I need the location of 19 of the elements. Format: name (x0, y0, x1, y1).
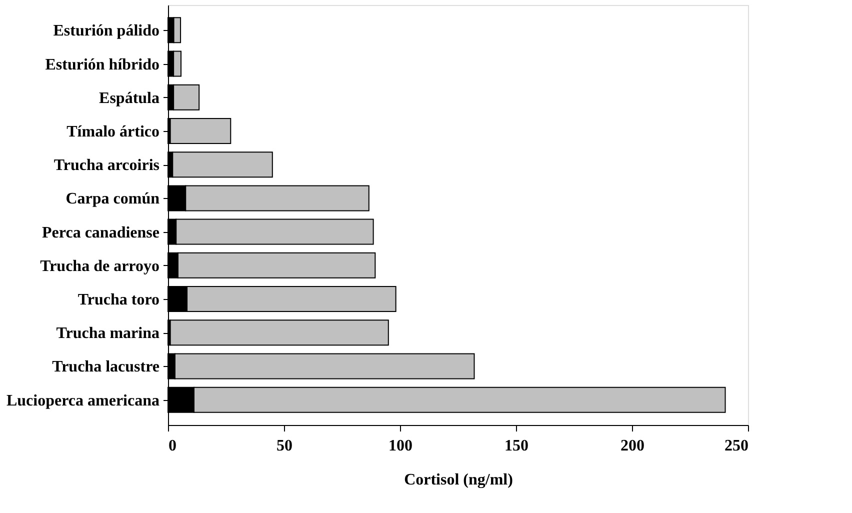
x-tick-label: 0 (168, 438, 176, 454)
x-tick-label: 50 (276, 438, 292, 454)
y-tick-label: Esturión pálido (53, 22, 160, 40)
x-tick-label: 200 (620, 438, 644, 454)
y-tick-label: Espátula (99, 90, 160, 107)
x-tick-label: 250 (724, 438, 748, 454)
y-tick-label: Trucha lacustre (52, 358, 160, 376)
y-tick-label: Tímalo ártico (66, 123, 160, 140)
y-tick-label: Lucioperca americana (6, 392, 160, 410)
x-tick-label: 150 (504, 438, 528, 454)
y-tick-label: Trucha de arroyo (40, 258, 160, 275)
y-tick-label: Trucha toro (78, 292, 160, 309)
y-tick-label: Trucha marina (56, 325, 160, 342)
x-axis-title: Cortisol (ng/ml) (404, 472, 513, 488)
y-tick-label: Trucha arcoiris (54, 157, 160, 174)
y-tick-label: Perca canadiense (42, 224, 160, 242)
x-tick-label: 100 (388, 438, 412, 454)
y-tick-label: Esturión híbrido (45, 56, 160, 74)
y-tick-label: Carpa común (66, 190, 160, 208)
